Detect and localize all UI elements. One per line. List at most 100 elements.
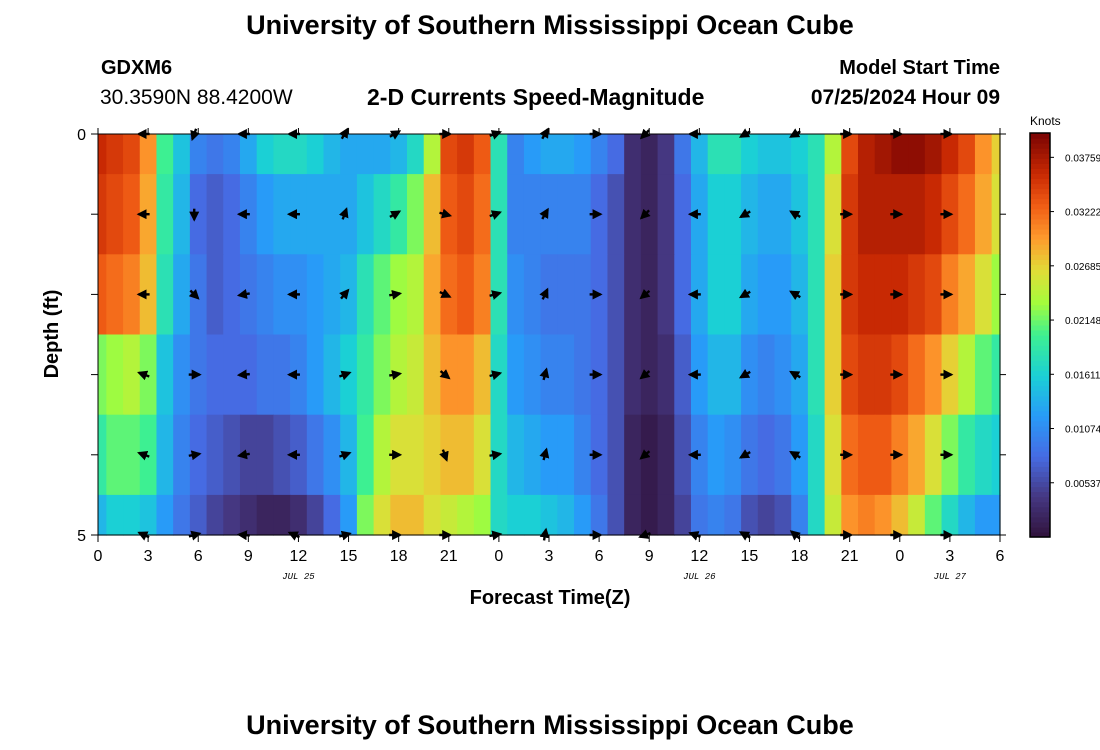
heatmap-cell	[657, 174, 675, 255]
x-tick-label: 15	[340, 548, 358, 565]
heatmap-cell	[440, 494, 458, 536]
bottom-page-title: University of Southern Mississippi Ocean…	[246, 710, 854, 740]
colorbar-segment	[1030, 138, 1050, 144]
heatmap-cell	[373, 134, 391, 175]
heatmap-cell	[774, 334, 792, 416]
current-vector-arrow	[338, 370, 352, 381]
colorbar-unit: Knots	[1030, 114, 1061, 128]
colorbar-segment	[1030, 486, 1050, 493]
colorbar-segment	[1030, 244, 1050, 250]
colorbar-segment	[1030, 143, 1050, 149]
y-axis: 05	[77, 127, 1006, 545]
heatmap-cell	[557, 254, 575, 336]
heatmap-cell	[189, 254, 208, 336]
colorbar-segment	[1030, 390, 1050, 397]
colorbar-segment	[1030, 259, 1050, 265]
heatmap-cell	[523, 494, 542, 536]
colorbar-segment	[1030, 284, 1050, 291]
current-vector-arrow	[338, 450, 352, 461]
heatmap-cell	[239, 134, 258, 175]
heatmap-cell	[807, 334, 826, 416]
heatmap-cell	[323, 494, 341, 536]
heatmap-cell	[407, 494, 425, 536]
current-vector-arrow	[639, 449, 651, 460]
heatmap-cell	[98, 134, 107, 175]
heatmap-cell	[724, 494, 742, 536]
colorbar-segment	[1030, 228, 1050, 235]
x-axis-label: Forecast Time(Z)	[470, 587, 631, 609]
current-vector-arrow	[489, 210, 502, 220]
x-tick-label: 3	[945, 548, 954, 565]
colorbar-segment	[1030, 223, 1050, 230]
colorbar-segment	[1030, 506, 1050, 513]
heatmap-cell	[423, 494, 442, 536]
heatmap-cell	[273, 414, 291, 496]
colorbar-segment	[1030, 158, 1050, 164]
heatmap-cell	[958, 334, 976, 416]
colorbar-segment	[1030, 329, 1050, 336]
current-vector-arrow	[137, 370, 150, 381]
heatmap-cell	[306, 494, 325, 536]
colorbar-segment	[1030, 476, 1050, 483]
heatmap-cell	[223, 494, 241, 536]
x-tick-label: 18	[791, 548, 809, 565]
x-tick-label: 18	[390, 548, 408, 565]
colorbar-segment	[1030, 436, 1050, 442]
heatmap-cell	[557, 494, 575, 536]
heatmap-cell	[540, 134, 558, 175]
heatmap-cell	[657, 134, 675, 175]
heatmap-cell	[306, 414, 325, 496]
heatmap-cell	[473, 414, 492, 496]
heatmap-cell	[757, 334, 776, 416]
heatmap-cell	[557, 174, 575, 255]
heatmap-cell	[256, 414, 274, 496]
heatmap-cell	[657, 494, 675, 536]
colorbar-segment	[1030, 279, 1050, 286]
colorbar-segment	[1030, 410, 1050, 417]
page-title: University of Southern Mississippi Ocean…	[246, 10, 854, 40]
heatmap-cell	[223, 254, 241, 336]
colorbar-segment	[1030, 163, 1050, 169]
heatmap-cell	[757, 174, 776, 255]
heatmap-cell	[457, 414, 475, 496]
heatmap-cell	[173, 254, 191, 336]
heatmap-cell	[741, 494, 759, 536]
heatmap-cell	[306, 174, 325, 255]
heatmap-cell	[874, 174, 893, 255]
colorbar-segment	[1030, 304, 1050, 311]
heatmap-cell	[423, 414, 442, 496]
heatmap-cell	[356, 254, 375, 336]
heatmap-cell	[807, 494, 826, 536]
heatmap-cell	[139, 494, 158, 536]
heatmap-cell	[256, 334, 274, 416]
x-tick-label: 12	[290, 548, 308, 565]
heatmap-cell	[624, 134, 642, 175]
heatmap-cell	[958, 254, 976, 336]
heatmap-cell	[624, 494, 642, 536]
current-vector-arrow	[236, 449, 250, 460]
heatmap-cell	[824, 254, 842, 336]
heatmap-cell	[624, 254, 642, 336]
heatmap-cell	[440, 134, 458, 175]
heatmap-cell	[523, 174, 542, 255]
heatmap-cell	[106, 494, 124, 536]
heatmap-cell	[824, 494, 842, 536]
heatmap-cell	[674, 334, 692, 416]
heatmap-cell	[373, 414, 391, 496]
colorbar-segment	[1030, 133, 1050, 139]
heatmap-cell	[223, 174, 241, 255]
heatmap-cell	[123, 174, 141, 255]
heatmap-cell	[791, 494, 809, 536]
x-tick-label: 9	[645, 548, 654, 565]
heatmap-cell	[908, 494, 926, 536]
heatmap-cell	[707, 334, 725, 416]
x-tick-label: 6	[595, 548, 604, 565]
heatmap-cell	[707, 174, 725, 255]
heatmap-cell	[457, 494, 475, 536]
heatmap-cell	[123, 334, 141, 416]
x-tick-label: 3	[545, 548, 554, 565]
colorbar-segment	[1030, 501, 1050, 508]
heatmap-cell	[974, 134, 993, 175]
heatmap-cell	[674, 174, 692, 255]
